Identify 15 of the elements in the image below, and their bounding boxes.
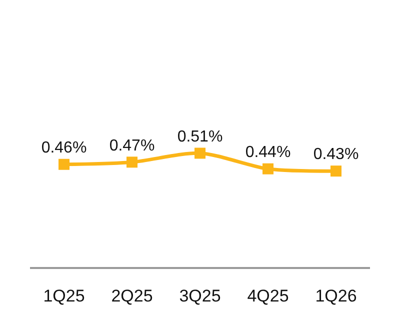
point [262,163,274,174]
x-tick-label: 1Q25 [43,286,85,306]
x-tick-label: 3Q25 [179,286,221,306]
point [330,166,342,177]
data-label: 0.44% [245,144,291,161]
data-label: 0.43% [313,146,359,164]
point [58,158,70,170]
data-label: 0.51% [177,128,223,146]
x-tick-label: 1Q26 [315,286,357,306]
x-tick-label: 2Q25 [111,286,153,306]
point [126,156,138,168]
x-tick-label: 4Q25 [247,286,289,306]
data-label: 0.47% [109,137,155,154]
data-label: 0.46% [41,140,87,157]
point [194,148,206,159]
